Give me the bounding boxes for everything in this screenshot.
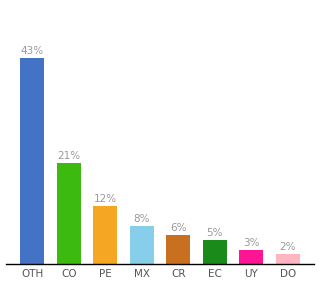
Text: 5%: 5% [206, 228, 223, 238]
Bar [130, 226, 154, 264]
Bar [20, 58, 44, 264]
Text: 2%: 2% [280, 242, 296, 253]
Bar [166, 235, 190, 264]
Text: 43%: 43% [21, 46, 44, 56]
Bar [203, 240, 227, 264]
Bar [93, 206, 117, 264]
Text: 6%: 6% [170, 223, 187, 233]
Text: 21%: 21% [57, 151, 80, 161]
Bar [57, 163, 81, 264]
Text: 3%: 3% [243, 238, 260, 248]
Text: 8%: 8% [133, 214, 150, 224]
Bar [276, 254, 300, 264]
Text: 12%: 12% [94, 194, 117, 205]
Bar [239, 250, 263, 264]
